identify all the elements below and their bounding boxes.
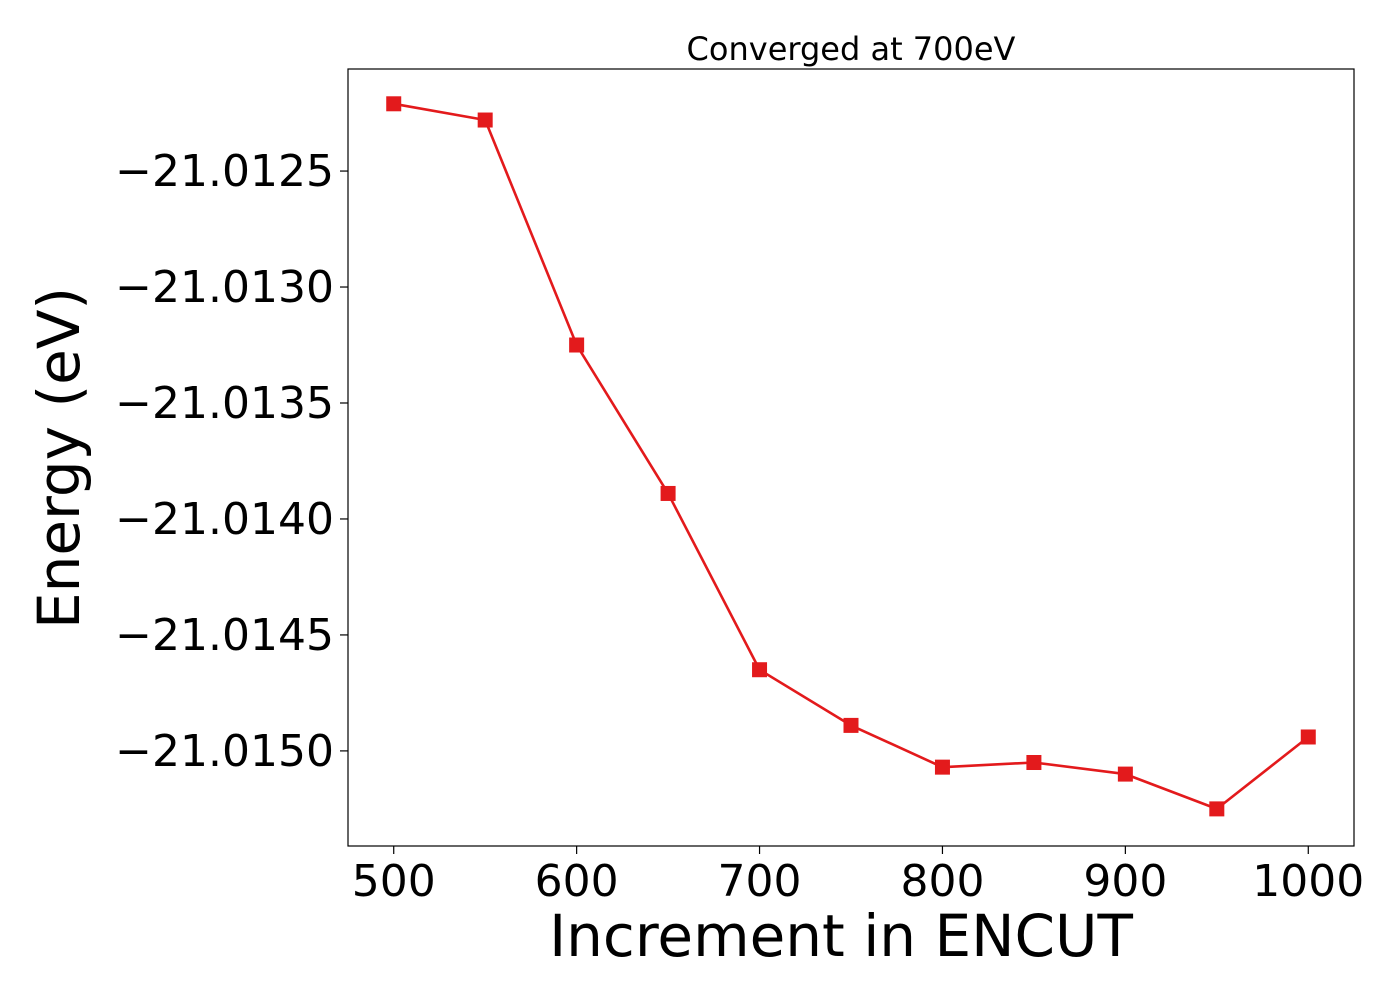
- x-tick-label: 800: [900, 856, 984, 907]
- plot-area: [347, 68, 1355, 847]
- data-point-marker: [1117, 766, 1133, 782]
- data-point-marker: [843, 717, 859, 733]
- y-tick-label: −21.0135: [115, 378, 334, 429]
- x-tick-label: 1000: [1252, 856, 1364, 907]
- x-axis-label: Increment in ENCUT: [549, 902, 1133, 970]
- data-point-marker: [1300, 729, 1316, 745]
- y-tick-label: −21.0125: [115, 146, 334, 197]
- data-point-marker: [1209, 801, 1225, 817]
- data-point-marker: [660, 485, 676, 501]
- y-tick-label: −21.0150: [115, 726, 334, 777]
- y-tick-label: −21.0145: [115, 610, 334, 661]
- x-tick-label: 600: [535, 856, 619, 907]
- data-point-marker: [1026, 755, 1042, 771]
- y-tick-label: −21.0140: [115, 494, 334, 545]
- data-point-marker: [386, 96, 402, 112]
- data-point-marker: [569, 337, 585, 353]
- data-point-marker: [934, 759, 950, 775]
- x-tick-label: 700: [718, 856, 802, 907]
- data-point-marker: [752, 662, 768, 678]
- data-point-marker: [477, 112, 493, 128]
- x-axis: 500 600 700 800 900 1000: [352, 846, 1364, 907]
- chart-title: Converged at 700eV: [687, 30, 1016, 68]
- y-axis: −21.0125 −21.0130 −21.0135 −21.0140 −21.0145…: [115, 146, 348, 777]
- series-layer: [386, 96, 1316, 817]
- y-axis-label: Energy (eV): [25, 287, 93, 629]
- series-line: [393, 102, 1310, 811]
- x-tick-label: 500: [352, 856, 436, 907]
- x-tick-label: 900: [1083, 856, 1167, 907]
- y-tick-label: −21.0130: [115, 262, 334, 313]
